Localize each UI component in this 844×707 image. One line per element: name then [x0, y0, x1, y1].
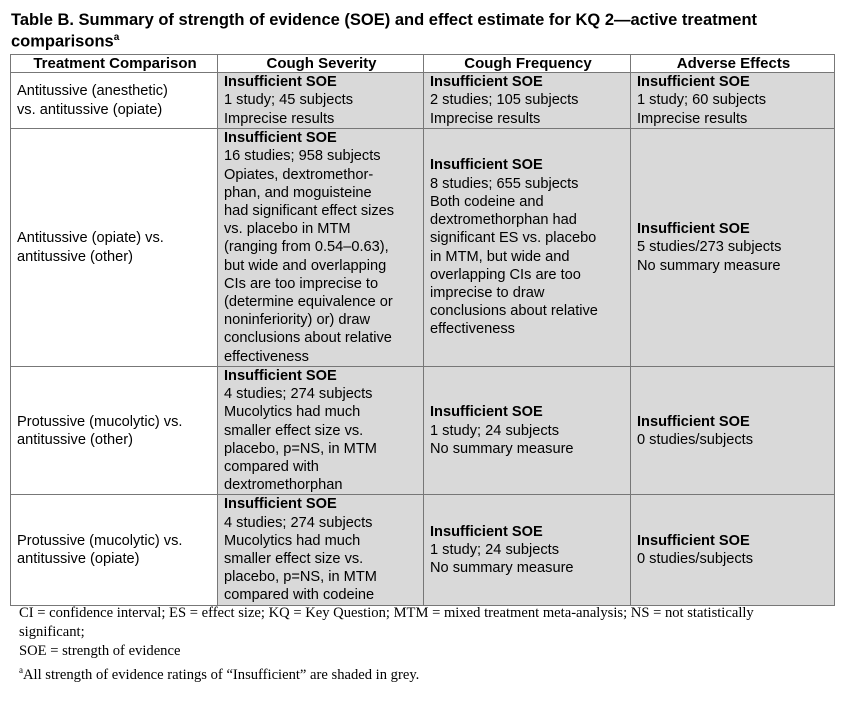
- evidence-text: 8 studies; 655 subjects: [430, 175, 579, 192]
- comparison-text: vs. antitussive (opiate): [17, 101, 163, 118]
- shading-note: aAll strength of evidence ratings of “In…: [19, 665, 420, 683]
- evidence-text: Imprecise results: [224, 110, 335, 127]
- evidence-text: 1 study; 24 subjects: [430, 422, 559, 439]
- evidence-text: overlapping CIs are too: [430, 266, 581, 283]
- evidence-text: in MTM, but wide and: [430, 248, 570, 265]
- evidence-text: Mucolytics had much: [224, 404, 361, 421]
- table-row: Protussive (mucolytic) vs. antitussive (o…: [10, 494, 835, 606]
- table-row: Antitussive (opiate) vs. antitussive (oth…: [10, 128, 835, 367]
- soe-rating: Insufficient SOE: [637, 74, 750, 91]
- evidence-text: 1 study; 45 subjects: [224, 92, 353, 109]
- column-header: Treatment Comparison: [10, 54, 218, 73]
- soe-rating: Insufficient SOE: [430, 404, 543, 421]
- table-row: Protussive (mucolytic) vs. antitussive (o…: [10, 365, 835, 496]
- column-header: Cough Frequency: [423, 54, 631, 73]
- soe-rating: Insufficient SOE: [224, 368, 337, 384]
- soe-cell: Insufficient SOE 5 studies/273 subjects No…: [630, 128, 835, 367]
- evidence-text: 2 studies; 105 subjects: [430, 92, 579, 109]
- evidence-text: but wide and overlapping: [224, 257, 387, 274]
- evidence-text: effectiveness: [224, 348, 309, 365]
- soe-cell: Insufficient SOE 0 studies/subjects: [630, 494, 835, 606]
- evidence-text: CIs are too imprecise to: [224, 275, 379, 292]
- evidence-text: dextromethorphan: [224, 477, 343, 494]
- soe-rating: Insufficient SOE: [637, 221, 750, 238]
- treatment-comparison-cell: Protussive (mucolytic) vs. antitussive (o…: [10, 365, 218, 496]
- soe-rating: Insufficient SOE: [430, 157, 543, 174]
- table-title: Table B. Summary of strength of evidence…: [11, 11, 758, 51]
- soe-cell: Insufficient SOE 1 study; 24 subjects No s…: [423, 365, 631, 496]
- soe-rating: Insufficient SOE: [430, 74, 543, 91]
- evidence-text: had significant effect sizes: [224, 202, 395, 219]
- evidence-text: Both codeine and: [430, 193, 544, 210]
- evidence-text: smaller effect size vs.: [224, 551, 364, 568]
- soe-cell: Insufficient SOE 2 studies; 105 subjects I…: [423, 72, 631, 129]
- treatment-comparison-cell: Antitussive (anesthetic) vs. antitussive …: [10, 72, 218, 129]
- evidence-text: 1 study; 60 subjects: [637, 92, 766, 109]
- evidence-text: conclusions about relative: [430, 303, 598, 320]
- soe-rating: Insufficient SOE: [430, 523, 543, 540]
- evidence-text: 0 studies/subjects: [637, 551, 754, 568]
- evidence-text: Imprecise results: [430, 110, 541, 127]
- comparison-text: antitussive (other): [17, 248, 133, 265]
- evidence-text: vs. placebo in MTM: [224, 221, 351, 238]
- comparison-text: Protussive (mucolytic) vs.: [17, 532, 183, 549]
- comparison-text: Antitussive (anesthetic): [17, 83, 168, 100]
- treatment-comparison-cell: Protussive (mucolytic) vs. antitussive (o…: [10, 494, 218, 606]
- soe-rating: Insufficient SOE: [224, 496, 337, 513]
- evidence-text: No summary measure: [430, 560, 574, 577]
- treatment-comparison-cell: Antitussive (opiate) vs. antitussive (oth…: [10, 128, 218, 367]
- soe-cell: Insufficient SOE 16 studies; 958 subjects…: [217, 128, 424, 367]
- evidence-text: 4 studies; 274 subjects: [224, 514, 373, 531]
- evidence-text: effectiveness: [430, 321, 515, 338]
- evidence-text: Opiates, dextromethor-: [224, 166, 374, 183]
- column-header: Adverse Effects: [630, 54, 835, 73]
- soe-cell: Insufficient SOE 8 studies; 655 subjects B…: [423, 128, 631, 367]
- evidence-text: No summary measure: [637, 257, 781, 274]
- column-header: Cough Severity: [217, 54, 424, 73]
- evidence-text: noninferiority) or) draw: [224, 312, 370, 329]
- evidence-text: phan, and moguisteine: [224, 184, 372, 201]
- soe-rating: Insufficient SOE: [637, 532, 750, 549]
- comparison-text: Protussive (mucolytic) vs.: [17, 413, 183, 430]
- evidence-text: 4 studies; 274 subjects: [224, 386, 373, 403]
- soe-cell: Insufficient SOE 0 studies/subjects: [630, 365, 835, 496]
- evidence-text: 0 studies/subjects: [637, 431, 754, 448]
- soe-rating: Insufficient SOE: [637, 413, 750, 430]
- soe-table: Treatment Comparison Cough Severity Coug…: [10, 54, 835, 606]
- table-header-row: Treatment Comparison Cough Severity Coug…: [10, 54, 835, 73]
- evidence-text: smaller effect size vs.: [224, 422, 364, 439]
- evidence-text: compared with: [224, 459, 319, 476]
- abbreviations-note: CI = confidence interval; ES = effect si…: [19, 605, 754, 640]
- evidence-text: No summary measure: [430, 440, 574, 457]
- evidence-text: placebo, p=NS, in MTM: [224, 440, 377, 457]
- comparison-text: Antitussive (opiate) vs.: [17, 230, 164, 247]
- evidence-text: (ranging from 0.54–0.63),: [224, 239, 389, 256]
- comparison-text: antitussive (opiate): [17, 551, 140, 568]
- comparison-text: antitussive (other): [17, 431, 133, 448]
- soe-cell: Insufficient SOE 4 studies; 274 subjects M…: [217, 494, 424, 606]
- evidence-text: 1 study; 24 subjects: [430, 541, 559, 558]
- soe-cell: Insufficient SOE 1 study; 60 subjects Impr…: [630, 72, 835, 129]
- evidence-text: conclusions about relative: [224, 330, 392, 347]
- evidence-text: 5 studies/273 subjects: [637, 239, 782, 256]
- soe-cell: Insufficient SOE 1 study; 45 subjects Impr…: [217, 72, 424, 129]
- soe-cell: Insufficient SOE 4 studies; 274 subjects M…: [217, 365, 424, 496]
- evidence-text: imprecise to draw: [430, 284, 545, 301]
- table-row: Antitussive (anesthetic) vs. antitussive …: [10, 72, 835, 129]
- table-footnotes: CI = confidence interval; ES = effect si…: [19, 604, 839, 685]
- evidence-text: 16 studies; 958 subjects: [224, 148, 381, 165]
- evidence-text: compared with codeine: [224, 587, 375, 604]
- soe-cell: Insufficient SOE 1 study; 24 subjects No s…: [423, 494, 631, 606]
- evidence-text: Mucolytics had much: [224, 532, 361, 549]
- evidence-text: (determine equivalence or: [224, 294, 393, 310]
- soe-rating: Insufficient SOE: [224, 130, 337, 147]
- evidence-text: placebo, p=NS, in MTM: [224, 569, 377, 586]
- soe-definition: SOE = strength of evidence: [19, 643, 181, 659]
- evidence-text: significant ES vs. placebo: [430, 230, 597, 247]
- evidence-text: dextromethorphan had: [430, 212, 577, 229]
- soe-rating: Insufficient SOE: [224, 74, 337, 91]
- evidence-text: Imprecise results: [637, 110, 748, 127]
